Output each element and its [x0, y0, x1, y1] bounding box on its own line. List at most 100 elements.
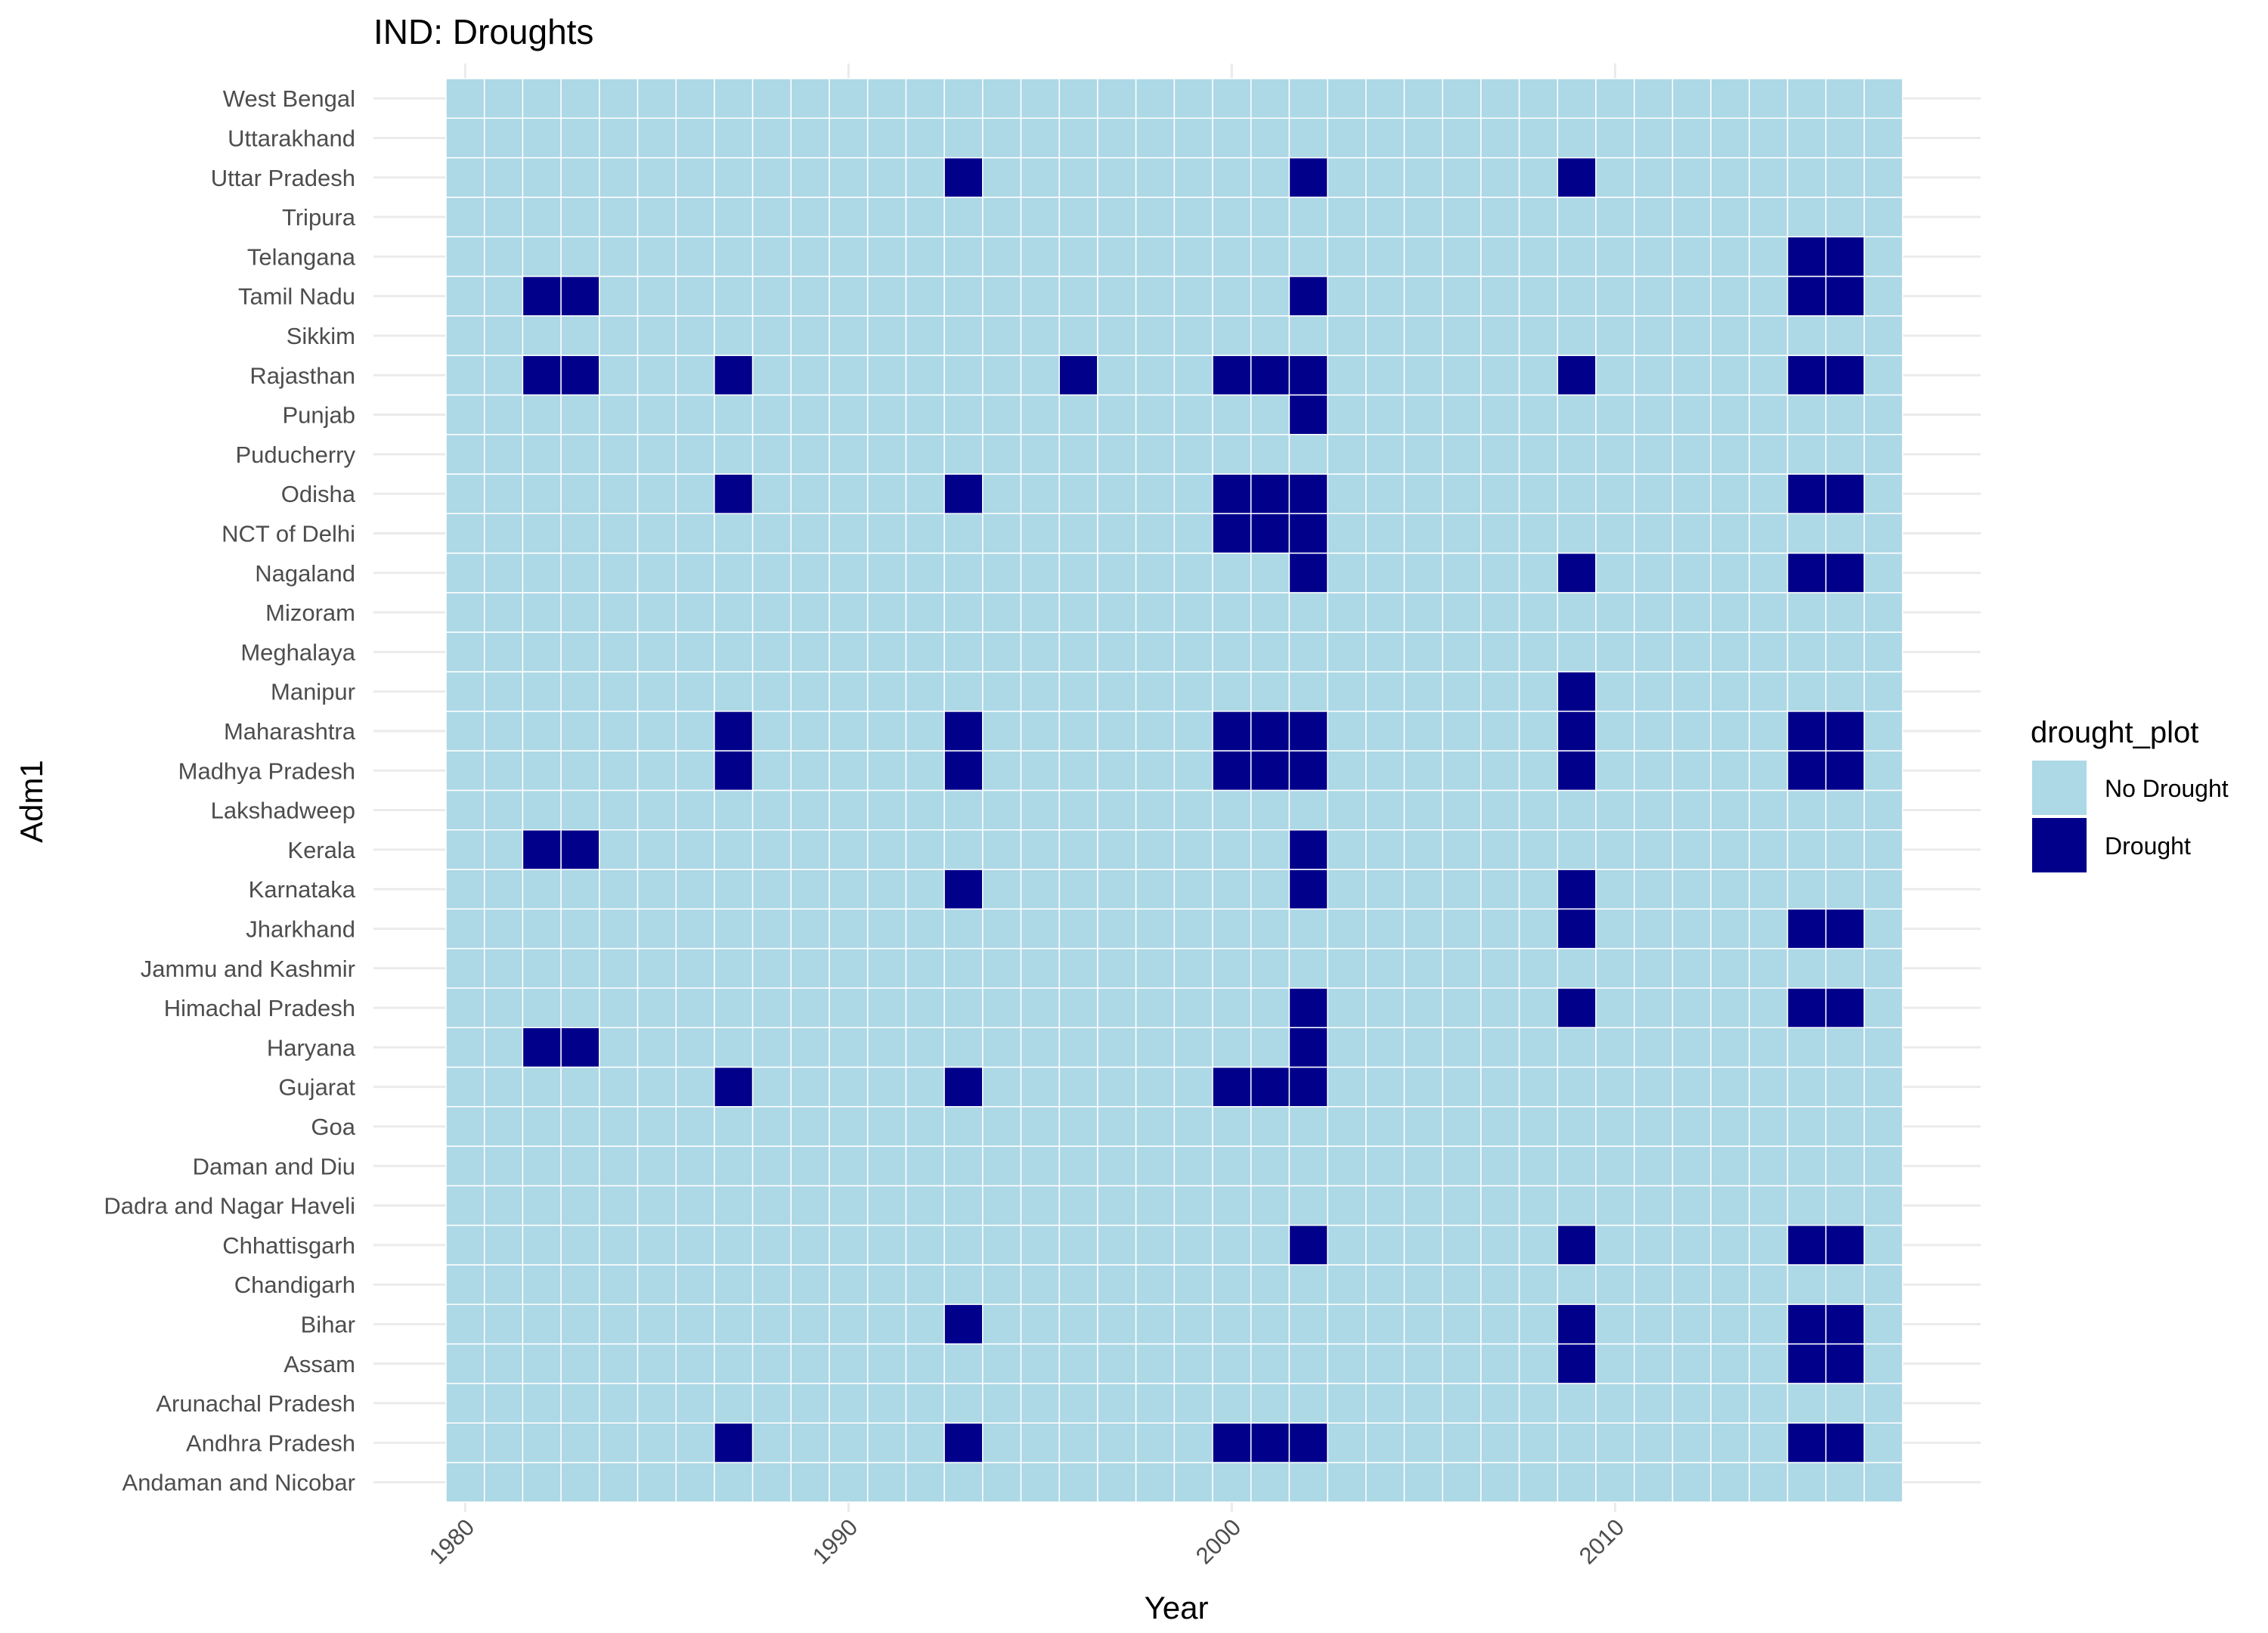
heatmap-cell-no-drought: [1672, 156, 1712, 198]
heatmap-cell-no-drought: [1403, 750, 1443, 792]
heatmap-cell-no-drought: [1173, 236, 1213, 277]
heatmap-cell-no-drought: [522, 1461, 562, 1503]
heatmap-cell-no-drought: [1097, 394, 1137, 435]
heatmap-cell-no-drought: [982, 1264, 1022, 1306]
heatmap-cell-no-drought: [1403, 236, 1443, 277]
heatmap-cell-no-drought: [1518, 1066, 1559, 1108]
heatmap-cell-no-drought: [1518, 552, 1559, 593]
heatmap-cell-no-drought: [1058, 552, 1098, 593]
heatmap-cell-no-drought: [560, 1343, 600, 1384]
heatmap-cell-no-drought: [1749, 1422, 1789, 1464]
heatmap-cell-no-drought: [943, 315, 984, 356]
heatmap-cell-no-drought: [1864, 394, 1904, 435]
heatmap-cell-no-drought: [637, 78, 677, 119]
heatmap-cell-no-drought: [1825, 592, 1865, 633]
heatmap-cell-no-drought: [866, 1027, 907, 1068]
heatmap-cell-no-drought: [1097, 552, 1137, 593]
heatmap-cell-no-drought: [560, 869, 600, 910]
heatmap-cell-no-drought: [1825, 829, 1865, 870]
heatmap-cell-no-drought: [1250, 1224, 1290, 1266]
heatmap-cell-no-drought: [1864, 156, 1904, 198]
heatmap-cell-no-drought: [751, 513, 792, 554]
heatmap-cell-no-drought: [599, 1185, 639, 1226]
heatmap-cell-no-drought: [1749, 1461, 1789, 1503]
heatmap-cell-no-drought: [1825, 789, 1865, 831]
heatmap-cell-no-drought: [1365, 1343, 1405, 1384]
heatmap-cell-no-drought: [714, 197, 754, 237]
heatmap-cell-no-drought: [483, 1185, 524, 1226]
heatmap-cell-no-drought: [1327, 1461, 1367, 1503]
heatmap-cell-no-drought: [1749, 987, 1789, 1028]
heatmap-cell-no-drought: [1864, 711, 1904, 751]
heatmap-cell-no-drought: [1365, 1106, 1405, 1147]
heatmap-cell-no-drought: [1518, 592, 1559, 633]
heatmap-cell-no-drought: [1212, 829, 1252, 870]
heatmap-cell-no-drought: [790, 473, 830, 515]
heatmap-cell-no-drought: [1518, 78, 1559, 119]
heatmap-cell-no-drought: [1480, 552, 1520, 593]
heatmap-cell-no-drought: [790, 315, 830, 356]
heatmap-cell-no-drought: [637, 473, 677, 515]
heatmap-cell-no-drought: [445, 117, 485, 159]
heatmap-cell-no-drought: [1135, 1343, 1176, 1384]
heatmap-cell-drought: [1825, 987, 1865, 1028]
heatmap-cell-no-drought: [905, 1224, 945, 1266]
heatmap-cell-no-drought: [1518, 1422, 1559, 1464]
heatmap-cell-no-drought: [675, 552, 715, 593]
heatmap-cell-no-drought: [905, 315, 945, 356]
y-tick-label: Rajasthan: [249, 362, 355, 389]
heatmap-cell-no-drought: [1595, 236, 1635, 277]
heatmap-cell-no-drought: [1442, 987, 1482, 1028]
heatmap-cell-no-drought: [1480, 117, 1520, 159]
heatmap-cell-no-drought: [675, 631, 715, 673]
y-tick-label: Madhya Pradesh: [178, 758, 355, 784]
heatmap-cell-no-drought: [675, 908, 715, 950]
heatmap-cell-no-drought: [1250, 78, 1290, 119]
heatmap-cell-no-drought: [1212, 236, 1252, 277]
heatmap-cell-no-drought: [714, 1264, 754, 1306]
heatmap-cell-no-drought: [1595, 394, 1635, 435]
heatmap-cell-no-drought: [1480, 473, 1520, 515]
heatmap-cell-no-drought: [982, 1027, 1022, 1068]
heatmap-cell-no-drought: [790, 275, 830, 317]
heatmap-cell-no-drought: [483, 1106, 524, 1147]
heatmap-cell-no-drought: [1173, 671, 1213, 712]
heatmap-cell-no-drought: [675, 355, 715, 396]
heatmap-cell-no-drought: [1365, 552, 1405, 593]
heatmap-cell-no-drought: [1250, 1303, 1290, 1345]
heatmap-cell-no-drought: [1710, 1343, 1750, 1384]
heatmap-cell-no-drought: [1710, 1383, 1750, 1424]
heatmap-cell-no-drought: [1825, 513, 1865, 554]
heatmap-cell-no-drought: [1173, 1264, 1213, 1306]
heatmap-cell-no-drought: [1097, 197, 1137, 237]
heatmap-cell-no-drought: [751, 908, 792, 950]
heatmap-cell-no-drought: [982, 1145, 1022, 1187]
heatmap-cell-no-drought: [637, 869, 677, 910]
heatmap-cell-no-drought: [1020, 750, 1060, 792]
heatmap-cell-no-drought: [1327, 1027, 1367, 1068]
heatmap-cell-no-drought: [1212, 1106, 1252, 1147]
heatmap-cell-no-drought: [1327, 513, 1367, 554]
heatmap-cell-no-drought: [560, 236, 600, 277]
heatmap-cell-no-drought: [790, 1224, 830, 1266]
heatmap-cell-no-drought: [1710, 552, 1750, 593]
y-tick-label: Uttar Pradesh: [211, 165, 355, 191]
heatmap-cell-no-drought: [483, 1303, 524, 1345]
heatmap-cell-no-drought: [599, 1066, 639, 1108]
heatmap-cell-no-drought: [522, 433, 562, 475]
heatmap-cell-drought: [1288, 1224, 1328, 1266]
heatmap-cell-no-drought: [483, 592, 524, 633]
heatmap-cell-no-drought: [1058, 947, 1098, 989]
heatmap-cell-no-drought: [1786, 631, 1826, 673]
heatmap-cell-no-drought: [1480, 1185, 1520, 1226]
heatmap-cell-no-drought: [1250, 631, 1290, 673]
heatmap-cell-no-drought: [905, 987, 945, 1028]
heatmap-cell-no-drought: [1365, 1422, 1405, 1464]
heatmap-cell-no-drought: [1365, 1185, 1405, 1226]
heatmap-cell-no-drought: [1403, 711, 1443, 751]
heatmap-cell-no-drought: [1749, 592, 1789, 633]
x-tick-label: 1990: [807, 1514, 863, 1569]
heatmap-cell-no-drought: [866, 671, 907, 712]
heatmap-cell-no-drought: [905, 1343, 945, 1384]
heatmap-cell-no-drought: [1403, 355, 1443, 396]
